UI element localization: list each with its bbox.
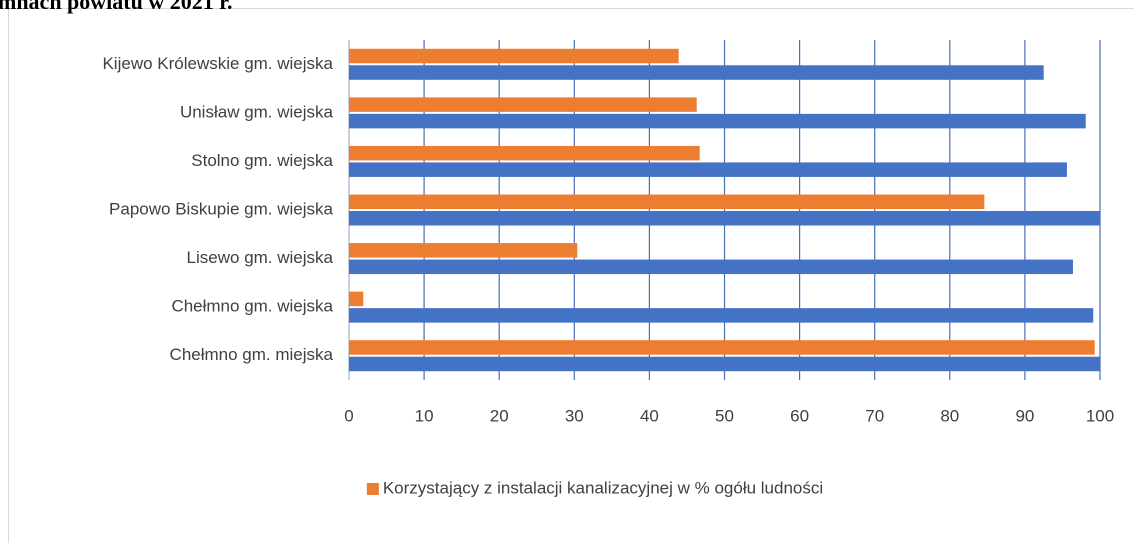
bar [349, 97, 697, 112]
y-tick-label: Stolno gm. wiejska [191, 151, 333, 170]
legend-swatch [366, 483, 379, 495]
x-tick-label: 60 [790, 406, 809, 425]
chart-title: mnach powiatu w 2021 r. [0, 0, 233, 14]
bar [349, 356, 1100, 372]
x-tick-label: 20 [490, 406, 509, 425]
y-tick-label: Lisewo gm. wiejska [187, 248, 334, 267]
x-tick-label: 100 [1086, 406, 1114, 425]
bar [349, 65, 1044, 80]
y-tick-label: Chełmno gm. wiejska [171, 297, 333, 316]
bar [349, 243, 578, 258]
bar [349, 308, 1094, 323]
chart-frame [8, 8, 1134, 543]
legend-label: Korzystający z instalacji kanalizacyjnej… [383, 478, 823, 497]
bar [349, 291, 364, 307]
y-tick-label: Papowo Biskupie gm. wiejska [109, 199, 333, 218]
bar [349, 211, 1100, 226]
x-tick-label: 30 [565, 406, 584, 425]
y-tick-label: Chełmno gm. miejska [170, 345, 334, 364]
bar [349, 113, 1086, 129]
x-tick-label: 0 [344, 406, 353, 425]
bar [349, 340, 1095, 355]
x-tick-label: 40 [640, 406, 659, 425]
bar [349, 259, 1073, 275]
bar [349, 145, 700, 161]
bar [349, 48, 679, 64]
x-tick-label: 10 [415, 406, 434, 425]
x-tick-label: 80 [940, 406, 959, 425]
bar [349, 162, 1067, 177]
x-tick-label: 50 [715, 406, 734, 425]
x-tick-label: 90 [1015, 406, 1034, 425]
x-tick-label: 70 [865, 406, 884, 425]
y-tick-label: Unisław gm. wiejska [180, 102, 334, 121]
y-tick-label: Kijewo Królewskie gm. wiejska [102, 54, 333, 73]
bar [349, 194, 985, 209]
